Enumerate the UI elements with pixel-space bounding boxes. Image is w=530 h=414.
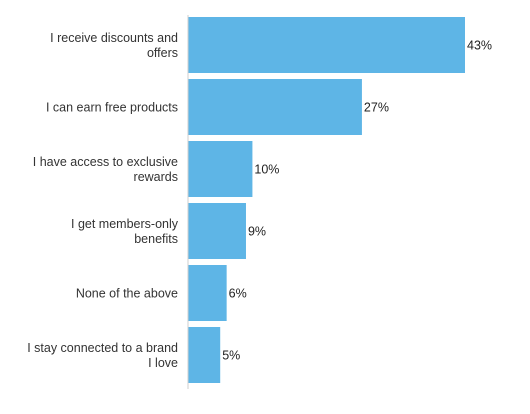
category-label-3: I get members-only benefits [71, 217, 179, 246]
bar-4 [188, 265, 227, 321]
category-labels-layer: I receive discounts and offers I can earn … [27, 31, 179, 370]
value-label-2: 10% [254, 163, 279, 177]
category-label-4-line-0: None of the above [76, 287, 178, 301]
value-label-3: 9% [248, 225, 266, 239]
value-label-5: 5% [222, 349, 240, 363]
category-label-3-line-0: I get members-only [71, 217, 179, 231]
value-label-0: 43% [467, 39, 492, 53]
category-label-2: I have access to exclusive rewards [33, 155, 178, 184]
bars-layer [188, 17, 465, 383]
category-label-5-line-0: I stay connected to a brand [27, 341, 178, 355]
category-label-5: I stay connected to a brand I love [27, 341, 178, 370]
value-label-4: 6% [229, 287, 247, 301]
category-label-1-line-0: I can earn free products [46, 101, 178, 115]
category-label-2-line-1: rewards [134, 170, 178, 184]
category-label-0-line-1: offers [147, 46, 178, 60]
category-label-3-line-1: benefits [134, 232, 178, 246]
bar-3 [188, 203, 246, 259]
bar-2 [188, 141, 253, 197]
bar-1 [188, 79, 362, 135]
category-label-2-line-0: I have access to exclusive [33, 155, 178, 169]
category-label-4: None of the above [76, 287, 178, 301]
value-labels-layer: 43% 27% 10% 9% 6% 5% [222, 39, 492, 363]
bar-5 [188, 327, 221, 383]
category-label-0: I receive discounts and offers [50, 31, 178, 60]
category-label-0-line-0: I receive discounts and [50, 31, 178, 45]
bar-0 [188, 17, 465, 73]
category-label-1: I can earn free products [46, 101, 178, 115]
value-label-1: 27% [364, 101, 389, 115]
category-label-5-line-1: I love [148, 356, 178, 370]
